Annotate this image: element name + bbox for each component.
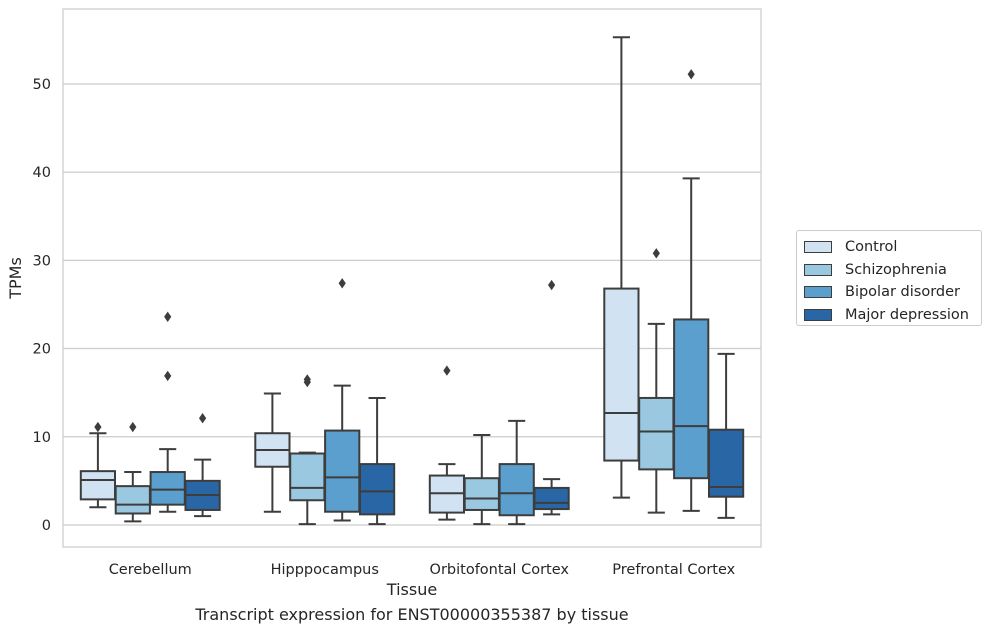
box-body bbox=[533, 486, 570, 511]
legend-item: Schizophrenia bbox=[804, 259, 981, 282]
box-body bbox=[358, 463, 396, 516]
box-1-1 bbox=[289, 374, 326, 526]
x-tick-labels: Cerebellum Hipppocampus Orbitofontal Corte… bbox=[109, 562, 736, 578]
y-tick-label: 10 bbox=[33, 430, 51, 446]
box-body bbox=[707, 428, 745, 498]
outlier-point bbox=[443, 365, 451, 376]
box-body bbox=[638, 396, 675, 471]
outlier-point bbox=[199, 413, 207, 424]
box-1-3 bbox=[638, 248, 675, 514]
legend-swatch bbox=[804, 241, 832, 254]
box-series bbox=[79, 36, 745, 526]
x-tick-label: Orbitofontal Cortex bbox=[430, 562, 570, 578]
legend-label: Bipolar disorder bbox=[845, 284, 960, 301]
legend-swatch bbox=[804, 263, 832, 276]
y-tick-label: 20 bbox=[33, 342, 51, 358]
legend-swatch bbox=[804, 286, 832, 299]
gridlines bbox=[63, 83, 761, 526]
outlier-point bbox=[687, 69, 695, 80]
y-tick-label: 50 bbox=[33, 77, 51, 93]
y-tick-label: 0 bbox=[42, 518, 51, 534]
legend-swatch bbox=[804, 308, 832, 321]
box-0-3 bbox=[603, 36, 640, 499]
box-body bbox=[114, 485, 151, 515]
legend: Control Schizophrenia Bipolar disorder Majo… bbox=[796, 230, 982, 326]
x-tick-label: Cerebellum bbox=[109, 562, 192, 578]
outlier-point bbox=[129, 421, 137, 433]
box-3-0 bbox=[184, 413, 221, 518]
box-3-3 bbox=[707, 352, 745, 519]
legend-label: Schizophrenia bbox=[845, 261, 947, 278]
legend-label: Major depression bbox=[845, 306, 969, 323]
box-2-3 bbox=[673, 69, 710, 512]
box-0-2 bbox=[428, 365, 466, 521]
outlier-point bbox=[303, 374, 311, 385]
legend-item: Major depression bbox=[804, 304, 981, 327]
legend-label: Control bbox=[845, 239, 898, 256]
outlier-point bbox=[94, 421, 102, 433]
box-2-1 bbox=[324, 278, 361, 522]
box-body bbox=[603, 287, 640, 462]
box-0-1 bbox=[254, 392, 291, 513]
box-body bbox=[149, 471, 186, 506]
x-tick-label: Hipppocampus bbox=[271, 562, 379, 578]
box-body bbox=[498, 463, 535, 517]
outlier-point bbox=[164, 370, 172, 382]
box-body bbox=[463, 477, 500, 511]
box-1-0 bbox=[114, 421, 151, 523]
box-2-0 bbox=[149, 311, 186, 513]
box-3-2 bbox=[533, 279, 570, 516]
box-2-2 bbox=[498, 419, 535, 526]
box-body bbox=[673, 318, 710, 480]
x-axis-label: Tissue bbox=[386, 580, 437, 599]
outlier-point bbox=[164, 311, 172, 323]
x-tick-label: Prefrontal Cortex bbox=[612, 562, 735, 578]
box-0-0 bbox=[79, 421, 117, 509]
y-tick-labels: 0 10 20 30 40 50 bbox=[33, 77, 51, 534]
chart-title: Transcript expression for ENST0000035538… bbox=[195, 605, 629, 624]
outlier-point bbox=[338, 278, 346, 289]
y-tick-label: 40 bbox=[33, 165, 51, 181]
box-3-1 bbox=[358, 396, 396, 526]
box-body bbox=[324, 429, 361, 513]
box-1-2 bbox=[463, 433, 500, 526]
outlier-point bbox=[548, 279, 556, 291]
legend-item: Control bbox=[804, 236, 981, 259]
legend-item: Bipolar disorder bbox=[804, 281, 981, 304]
outlier-point bbox=[652, 248, 660, 259]
plot-frame bbox=[62, 8, 762, 548]
y-tick-label: 30 bbox=[33, 253, 51, 269]
box-body bbox=[79, 470, 117, 501]
box-body bbox=[289, 452, 326, 502]
y-axis-label: TPMs bbox=[6, 257, 25, 300]
